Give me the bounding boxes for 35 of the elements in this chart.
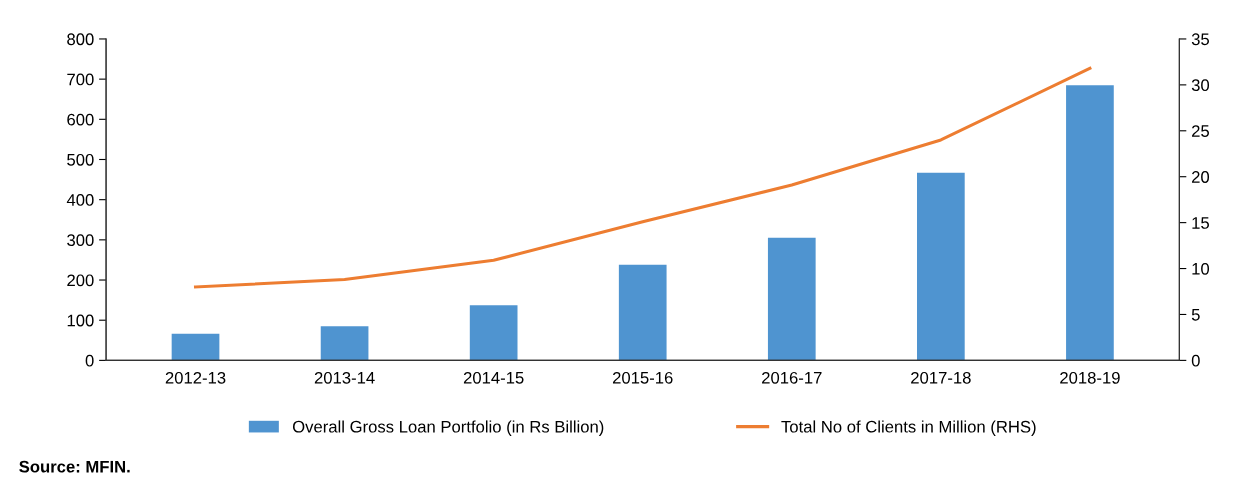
y2-tick-label: 30: [1191, 79, 1210, 92]
y2-tick-label: 5: [1191, 309, 1200, 321]
y-tick-label: 400: [66, 194, 94, 206]
legend-label: Overall Gross Loan Portfolio (in Rs Billion): [292, 420, 604, 436]
legend-label: Total No of Clients in Million (RHS): [781, 420, 1036, 436]
x-tick-label: 2014-15: [463, 371, 524, 384]
line-series: [193, 66, 1092, 289]
y2-tick-label: 35: [1191, 33, 1210, 46]
y-tick-label: 100: [67, 314, 94, 327]
y-tick-label: 200: [67, 274, 94, 287]
x-tick-label: 2015-16: [612, 371, 673, 384]
y2-tick-label: 10: [1192, 262, 1210, 275]
bar: [171, 333, 220, 361]
y-tick-label: 800: [67, 33, 94, 46]
x-tick-label: 2018-19: [1060, 371, 1120, 384]
bar: [618, 264, 667, 361]
x-tick-label: 2017-18: [911, 371, 971, 384]
bar: [917, 172, 965, 361]
y-tick-label: 300: [67, 234, 94, 247]
source-note: Source: MFIN.: [19, 460, 130, 473]
y-tick-label: 600: [67, 113, 94, 126]
y-tick-label: 500: [67, 153, 94, 166]
bar: [1066, 85, 1114, 361]
bar: [767, 237, 816, 361]
y-tick-label: 700: [67, 73, 94, 86]
y2-tick-label: 25: [1192, 125, 1210, 137]
bar: [469, 305, 518, 361]
x-tick-label: 2013-14: [314, 371, 375, 384]
y-tick-label: 0: [85, 354, 94, 367]
x-tick-label: 2012-13: [165, 371, 226, 384]
x-tick-label: 2016-17: [762, 371, 822, 384]
bar: [320, 326, 369, 361]
y2-tick-label: 0: [1191, 354, 1200, 367]
y2-tick-label: 20: [1192, 171, 1210, 183]
y2-tick-label: 15: [1192, 217, 1210, 229]
